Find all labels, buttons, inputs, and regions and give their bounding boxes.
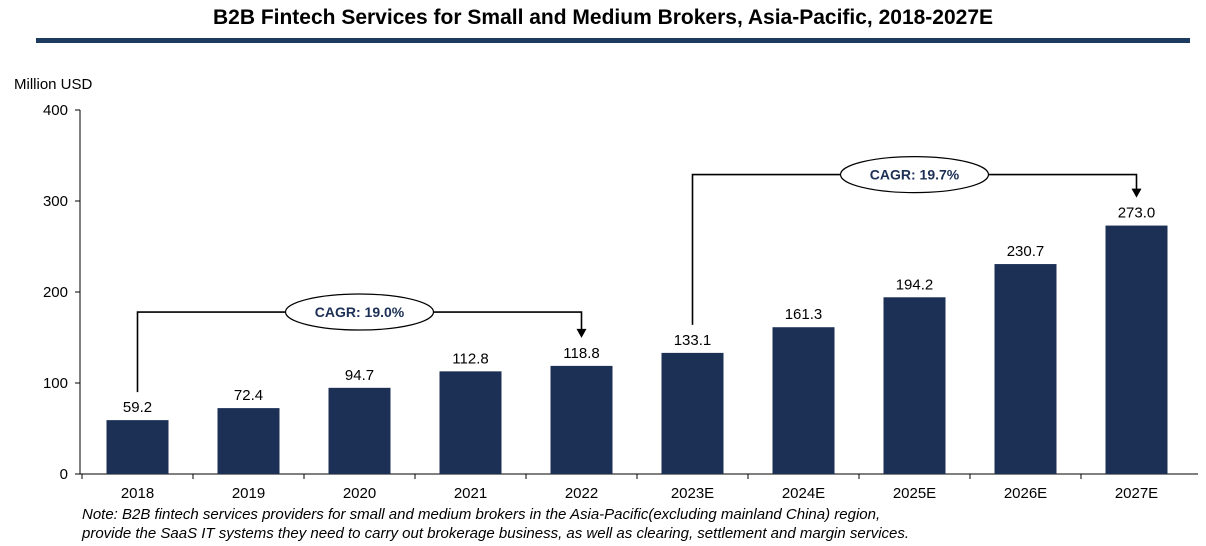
x-tick-label: 2023E — [671, 485, 714, 502]
cagr-oval — [284, 293, 435, 331]
cagr-label: CAGR: 19.7% — [870, 167, 960, 183]
data-label: 112.8 — [452, 350, 488, 367]
cagr-oval — [839, 156, 990, 194]
x-tick-label: 2025E — [893, 485, 936, 502]
data-label: 133.1 — [674, 332, 712, 349]
cagr-arrowhead — [1131, 188, 1142, 198]
x-tick-label: 2021 — [454, 485, 487, 502]
cagr-arrowhead — [576, 328, 587, 338]
data-label: 161.3 — [785, 306, 823, 323]
data-label: 59.2 — [123, 399, 152, 416]
bar — [106, 420, 169, 474]
x-tick-label: 2020 — [343, 485, 376, 502]
data-label: 94.7 — [345, 367, 374, 384]
bar — [661, 352, 724, 474]
bar — [994, 264, 1057, 474]
y-tick-label: 200 — [43, 284, 68, 301]
x-tick-label: 2027E — [1115, 485, 1158, 502]
bar — [439, 371, 502, 474]
footnote-line-1: Note: B2B fintech services providers for… — [82, 506, 881, 523]
footnote-line-2: provide the SaaS IT systems they need to… — [82, 525, 910, 542]
x-tick-label: 2022 — [565, 485, 598, 502]
y-tick-label: 100 — [43, 375, 68, 392]
x-tick-label: 2018 — [121, 485, 154, 502]
y-axis-title: Million USD — [14, 76, 93, 93]
y-tick-label: 400 — [43, 102, 68, 119]
bar — [1105, 225, 1168, 474]
footnote: Note: B2B fintech services providers for… — [82, 505, 909, 543]
chart-title: B2B Fintech Services for Small and Mediu… — [212, 6, 994, 29]
x-tick-label: 2026E — [1004, 485, 1047, 502]
data-label: 118.8 — [563, 345, 599, 362]
y-tick-label: 0 — [60, 466, 68, 483]
data-label: 72.4 — [234, 387, 263, 404]
bar — [217, 408, 280, 474]
bar — [772, 327, 835, 474]
x-tick-label: 2024E — [782, 485, 825, 502]
y-tick-label: 300 — [43, 193, 68, 210]
data-label: 230.7 — [1007, 243, 1045, 260]
bar — [328, 387, 391, 474]
title-underline — [36, 38, 1190, 43]
x-tick-label: 2019 — [232, 485, 265, 502]
data-label: 194.2 — [896, 276, 934, 293]
data-label: 273.0 — [1118, 205, 1156, 222]
cagr-label: CAGR: 19.0% — [315, 304, 405, 320]
bar — [550, 365, 613, 474]
bar — [883, 297, 946, 474]
